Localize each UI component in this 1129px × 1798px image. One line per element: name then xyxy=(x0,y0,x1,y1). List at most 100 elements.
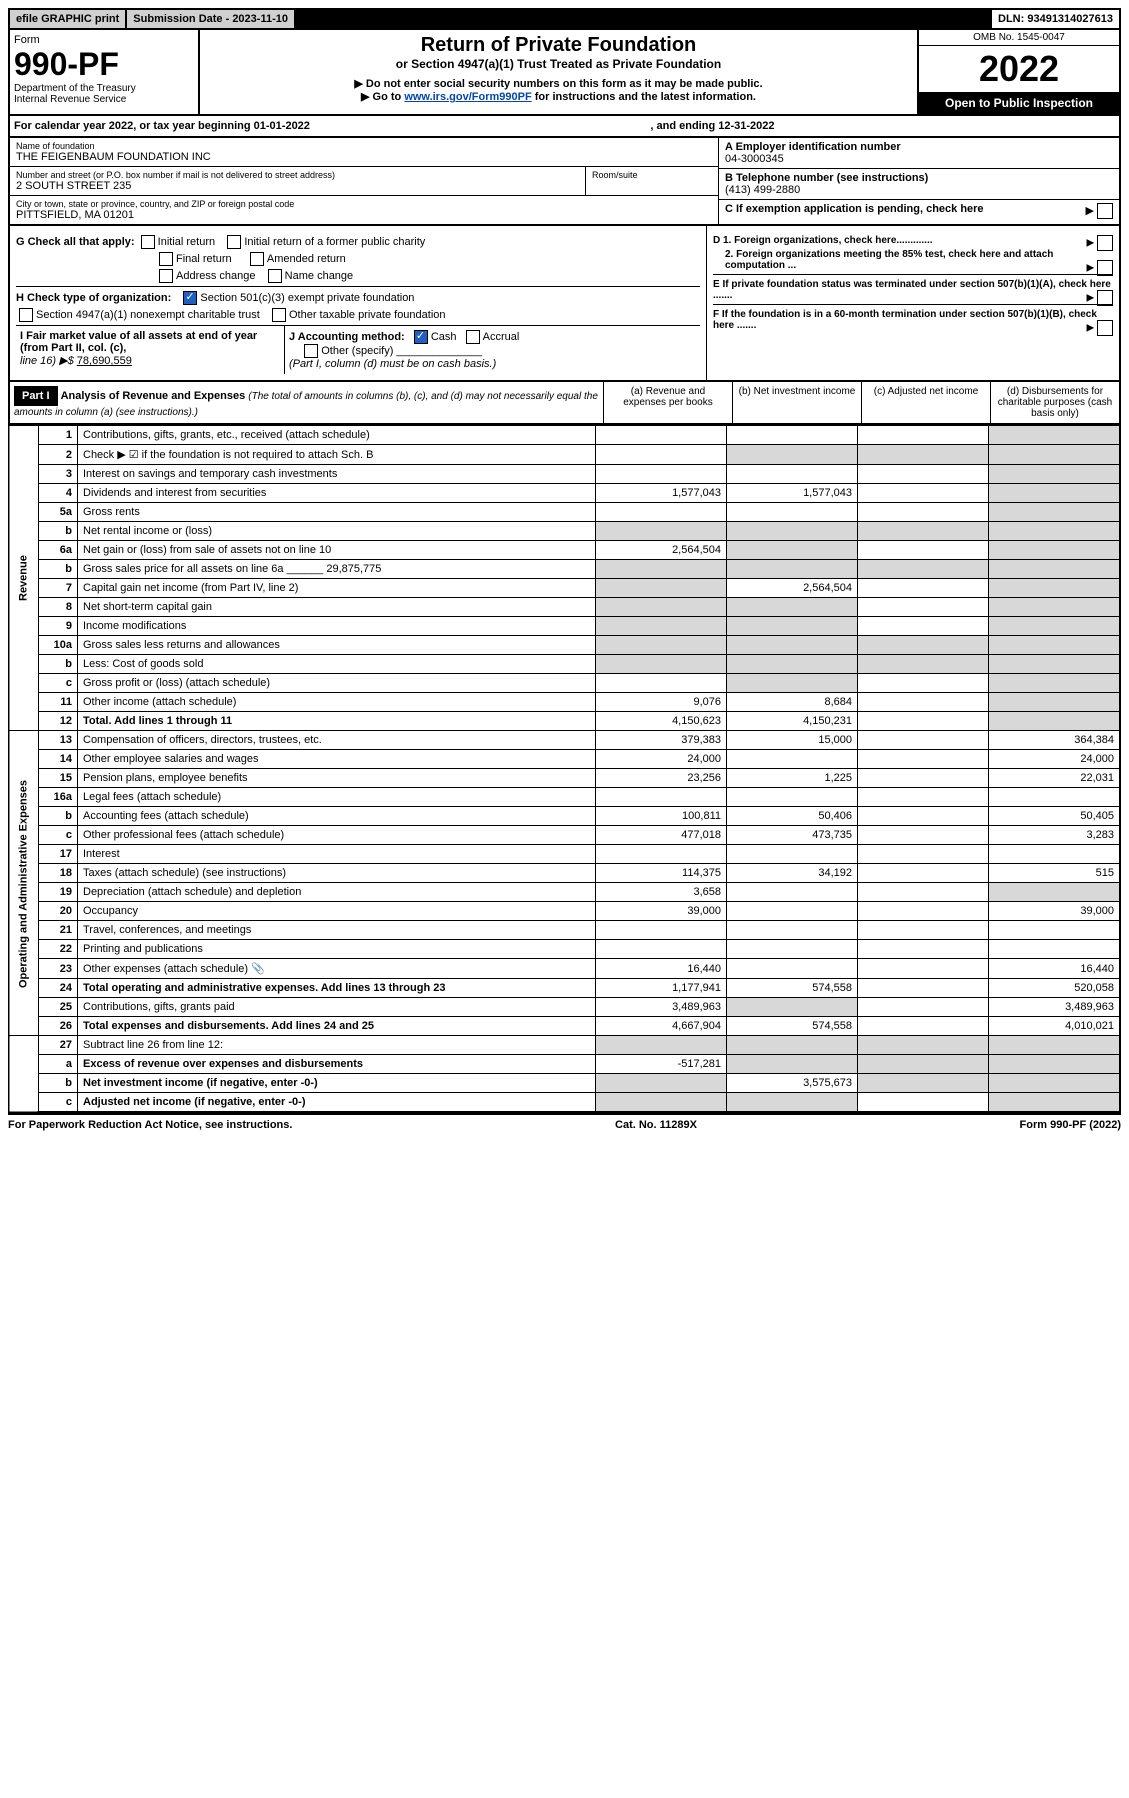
e-cb[interactable] xyxy=(1097,290,1113,306)
value-cell xyxy=(727,883,858,902)
dln: DLN: 93491314027613 xyxy=(992,10,1119,28)
d1-cb[interactable] xyxy=(1097,235,1113,251)
value-cell xyxy=(989,503,1121,522)
cb-initial-return[interactable] xyxy=(141,235,155,249)
c-checkbox[interactable] xyxy=(1097,203,1113,219)
value-cell xyxy=(858,959,989,979)
addr-label: Number and street (or P.O. box number if… xyxy=(16,170,579,180)
cb-name[interactable] xyxy=(268,269,282,283)
line-desc: Occupancy xyxy=(78,902,596,921)
cb-other-method[interactable] xyxy=(304,344,318,358)
line-number: 8 xyxy=(39,598,78,617)
value-cell xyxy=(727,503,858,522)
table-row: bNet investment income (if negative, ent… xyxy=(9,1074,1120,1093)
value-cell: 24,000 xyxy=(989,750,1121,769)
cb-final[interactable] xyxy=(159,252,173,266)
footer-center: Cat. No. 11289X xyxy=(615,1119,697,1131)
value-cell: 1,577,043 xyxy=(596,484,727,503)
value-cell xyxy=(989,845,1121,864)
line-desc: Depreciation (attach schedule) and deple… xyxy=(78,883,596,902)
irs: Internal Revenue Service xyxy=(14,94,194,105)
value-cell: 2,564,504 xyxy=(596,541,727,560)
value-cell xyxy=(858,750,989,769)
value-cell xyxy=(596,598,727,617)
value-cell: 8,684 xyxy=(727,693,858,712)
attachment-icon[interactable]: 📎 xyxy=(248,963,265,975)
value-cell: 3,283 xyxy=(989,826,1121,845)
c-label: C If exemption application is pending, c… xyxy=(725,203,984,215)
foundation-addr: 2 SOUTH STREET 235 xyxy=(16,180,579,192)
line-desc: Legal fees (attach schedule) xyxy=(78,788,596,807)
value-cell xyxy=(858,484,989,503)
value-cell xyxy=(858,598,989,617)
value-cell xyxy=(858,655,989,674)
table-row: 11Other income (attach schedule)9,0768,6… xyxy=(9,693,1120,712)
table-row: 14Other employee salaries and wages24,00… xyxy=(9,750,1120,769)
value-cell: 515 xyxy=(989,864,1121,883)
line-desc: Accounting fees (attach schedule) xyxy=(78,807,596,826)
table-row: 9Income modifications xyxy=(9,617,1120,636)
table-row: 5aGross rents xyxy=(9,503,1120,522)
cb-cash[interactable] xyxy=(414,330,428,344)
value-cell: 379,383 xyxy=(596,731,727,750)
line-desc: Total expenses and disbursements. Add li… xyxy=(78,1017,596,1036)
top-bar: efile GRAPHIC print Submission Date - 20… xyxy=(8,8,1121,30)
line-number: 12 xyxy=(39,712,78,731)
f-cb[interactable] xyxy=(1097,320,1113,336)
j-accrual: Accrual xyxy=(483,331,520,343)
side-label: Revenue xyxy=(9,426,39,731)
form-number: 990-PF xyxy=(14,46,194,83)
opt-address: Address change xyxy=(176,270,256,282)
table-row: bAccounting fees (attach schedule)100,81… xyxy=(9,807,1120,826)
line-number: 25 xyxy=(39,998,78,1017)
value-cell xyxy=(858,883,989,902)
value-cell: 574,558 xyxy=(727,979,858,998)
cb-initial-former[interactable] xyxy=(227,235,241,249)
inspection-label: Open to Public Inspection xyxy=(919,92,1119,114)
col-c-head: (c) Adjusted net income xyxy=(861,382,990,423)
value-cell xyxy=(989,636,1121,655)
value-cell: 1,577,043 xyxy=(727,484,858,503)
d2-cb[interactable] xyxy=(1097,260,1113,276)
value-cell xyxy=(989,522,1121,541)
line-number: 11 xyxy=(39,693,78,712)
cb-4947[interactable] xyxy=(19,308,33,322)
col-b-head: (b) Net investment income xyxy=(732,382,861,423)
value-cell xyxy=(989,1093,1121,1113)
value-cell: 15,000 xyxy=(727,731,858,750)
checks-area: G Check all that apply: Initial return I… xyxy=(8,226,1121,382)
table-row: 2Check ▶ ☑ if the foundation is not requ… xyxy=(9,445,1120,465)
value-cell xyxy=(989,712,1121,731)
value-cell: 4,667,904 xyxy=(596,1017,727,1036)
cb-address[interactable] xyxy=(159,269,173,283)
value-cell: 4,150,231 xyxy=(727,712,858,731)
value-cell xyxy=(858,522,989,541)
line-number: 3 xyxy=(39,465,78,484)
e-label: E If private foundation status was termi… xyxy=(713,279,1111,301)
line-desc: Pension plans, employee benefits xyxy=(78,769,596,788)
cb-other-tax[interactable] xyxy=(272,308,286,322)
value-cell xyxy=(596,1093,727,1113)
opt-initial: Initial return xyxy=(158,236,215,248)
value-cell: 34,192 xyxy=(727,864,858,883)
line-desc: Adjusted net income (if negative, enter … xyxy=(78,1093,596,1113)
line-desc: Subtract line 26 from line 12: xyxy=(78,1036,596,1055)
line-number: 13 xyxy=(39,731,78,750)
footer: For Paperwork Reduction Act Notice, see … xyxy=(8,1113,1121,1131)
cb-amended[interactable] xyxy=(250,252,264,266)
note1: ▶ Do not enter social security numbers o… xyxy=(204,77,913,90)
value-cell xyxy=(596,940,727,959)
value-cell xyxy=(596,503,727,522)
value-cell xyxy=(989,1036,1121,1055)
value-cell: 24,000 xyxy=(596,750,727,769)
submission-date: Submission Date - 2023-11-10 xyxy=(127,10,294,28)
note2a: ▶ Go to xyxy=(361,91,404,103)
table-row: 21Travel, conferences, and meetings xyxy=(9,921,1120,940)
form990pf-link[interactable]: www.irs.gov/Form990PF xyxy=(404,91,531,103)
cb-accrual[interactable] xyxy=(466,330,480,344)
value-cell xyxy=(727,541,858,560)
cb-501c3[interactable] xyxy=(183,291,197,305)
note2: ▶ Go to www.irs.gov/Form990PF for instru… xyxy=(204,90,913,103)
value-cell xyxy=(858,636,989,655)
line-number: 16a xyxy=(39,788,78,807)
